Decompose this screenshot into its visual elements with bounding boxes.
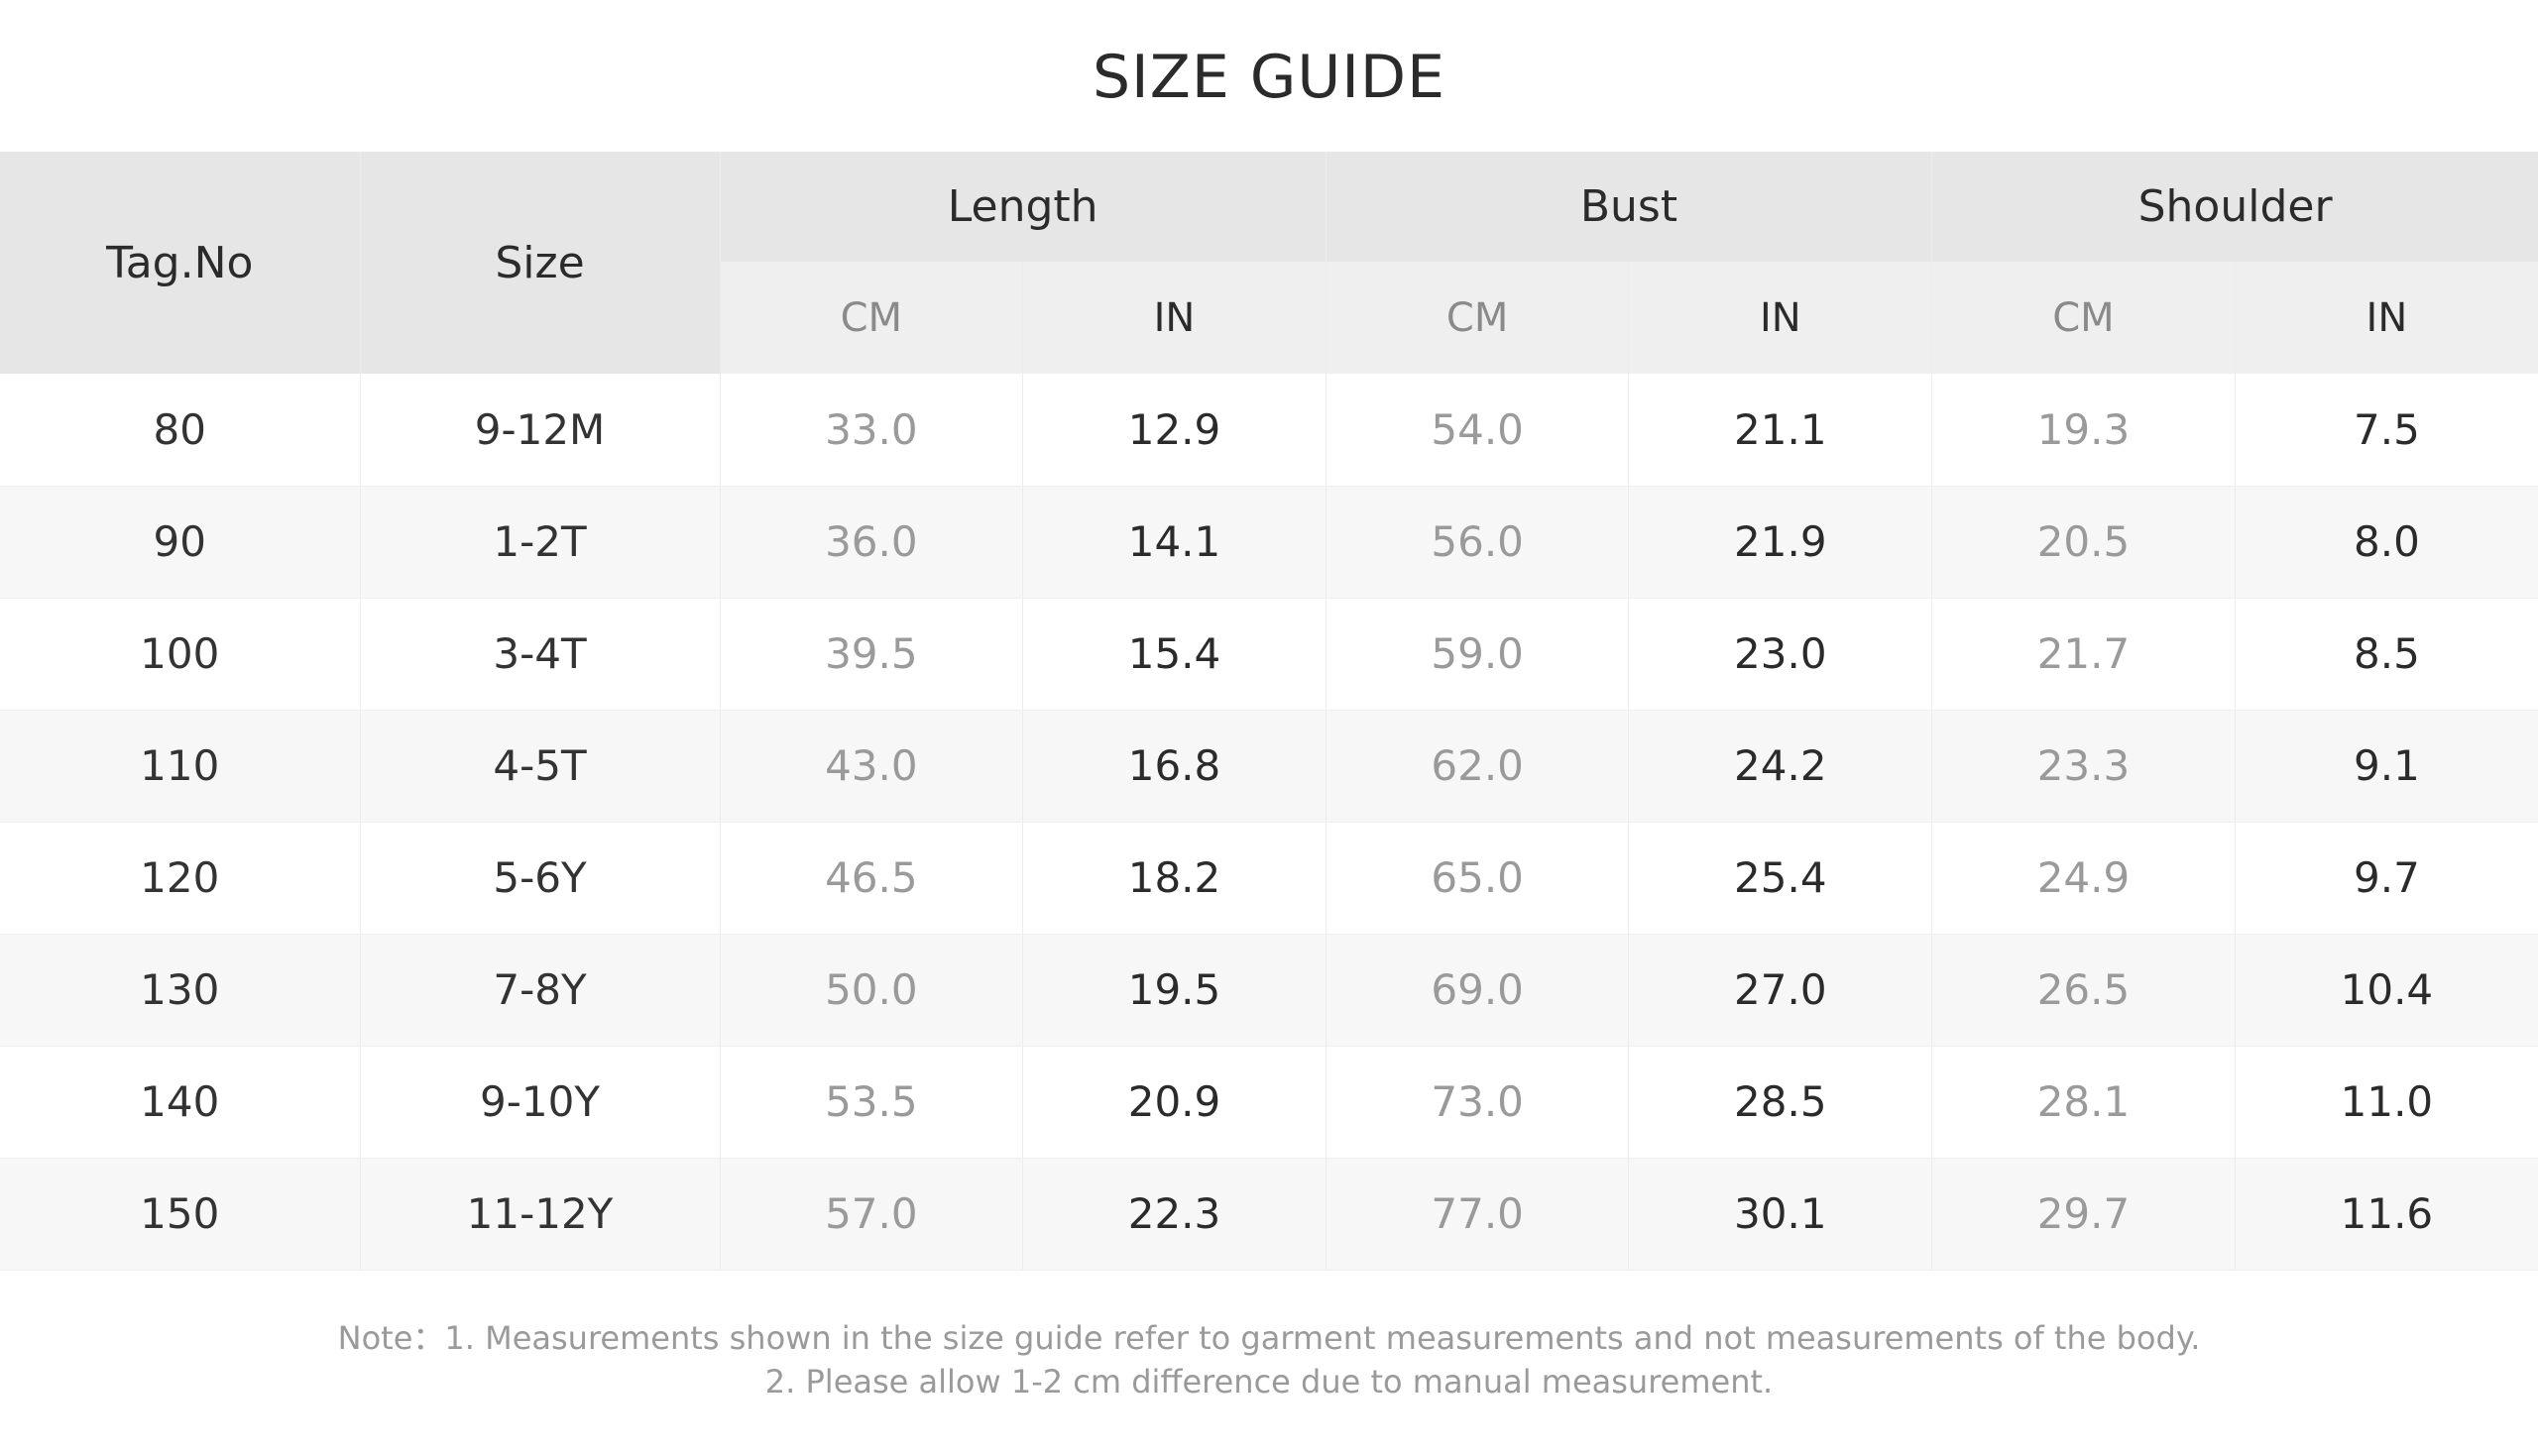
header-shoulder: Shoulder — [1931, 152, 2538, 262]
length-cm-cell: 46.5 — [720, 822, 1024, 935]
length-cm-cell: 57.0 — [720, 1158, 1024, 1271]
header-bust-cm: CM — [1326, 262, 1630, 374]
shoulder-cm-cell: 28.1 — [1931, 1046, 2236, 1159]
header-row-groups: Tag.No Size Length Bust Shoulder — [0, 152, 2538, 374]
bust-in-cell: 25.4 — [1628, 822, 1933, 935]
shoulder-in-cell: 8.5 — [2235, 598, 2538, 711]
shoulder-in-cell: 9.7 — [2235, 822, 2538, 935]
size-cell: 3-4T — [360, 598, 721, 711]
note-line-1: Note：1. Measurements shown in the size g… — [337, 1319, 2201, 1357]
shoulder-cm-cell: 29.7 — [1931, 1158, 2236, 1271]
table-row: 150 11-12Y 57.0 22.3 77.0 30.1 29.7 11.6 — [0, 1158, 2538, 1271]
length-cm-cell: 36.0 — [720, 486, 1024, 599]
header-length-in: IN — [1022, 262, 1327, 374]
header-length: Length — [720, 152, 1327, 262]
bust-cm-cell: 56.0 — [1326, 486, 1630, 599]
tag-cell: 90 — [0, 486, 361, 599]
size-cell: 1-2T — [360, 486, 721, 599]
bust-in-cell: 28.5 — [1628, 1046, 1933, 1159]
table-row: 90 1-2T 36.0 14.1 56.0 21.9 20.5 8.0 — [0, 486, 2538, 599]
length-in-cell: 18.2 — [1022, 822, 1327, 935]
header-size: Size — [360, 152, 721, 374]
length-in-cell: 15.4 — [1022, 598, 1327, 711]
bust-cm-cell: 77.0 — [1326, 1158, 1630, 1271]
bust-in-cell: 21.1 — [1628, 374, 1933, 487]
bust-in-cell: 27.0 — [1628, 934, 1933, 1047]
length-cm-cell: 33.0 — [720, 374, 1024, 487]
shoulder-in-cell: 11.6 — [2235, 1158, 2538, 1271]
length-cm-cell: 43.0 — [720, 710, 1024, 823]
shoulder-in-cell: 11.0 — [2235, 1046, 2538, 1159]
shoulder-in-cell: 9.1 — [2235, 710, 2538, 823]
size-cell: 4-5T — [360, 710, 721, 823]
shoulder-cm-cell: 19.3 — [1931, 374, 2236, 487]
size-cell: 11-12Y — [360, 1158, 721, 1271]
bust-cm-cell: 73.0 — [1326, 1046, 1630, 1159]
measurement-note: Note：1. Measurements shown in the size g… — [0, 1316, 2538, 1403]
length-in-cell: 16.8 — [1022, 710, 1327, 823]
tag-cell: 100 — [0, 598, 361, 711]
page-title: SIZE GUIDE — [1092, 43, 1446, 112]
bust-in-cell: 23.0 — [1628, 598, 1933, 711]
table-row: 130 7-8Y 50.0 19.5 69.0 27.0 26.5 10.4 — [0, 934, 2538, 1047]
size-cell: 5-6Y — [360, 822, 721, 935]
tag-cell: 130 — [0, 934, 361, 1047]
table-row: 120 5-6Y 46.5 18.2 65.0 25.4 24.9 9.7 — [0, 822, 2538, 935]
header-tag-no: Tag.No — [0, 152, 361, 374]
shoulder-cm-cell: 24.9 — [1931, 822, 2236, 935]
shoulder-cm-cell: 20.5 — [1931, 486, 2236, 599]
bust-in-cell: 30.1 — [1628, 1158, 1933, 1271]
header-length-cm: CM — [720, 262, 1024, 374]
length-in-cell: 22.3 — [1022, 1158, 1327, 1271]
bust-cm-cell: 69.0 — [1326, 934, 1630, 1047]
bust-cm-cell: 54.0 — [1326, 374, 1630, 487]
length-in-cell: 20.9 — [1022, 1046, 1327, 1159]
table-row: 110 4-5T 43.0 16.8 62.0 24.2 23.3 9.1 — [0, 710, 2538, 823]
table-header: Tag.No Size Length Bust Shoulder CM IN C… — [0, 152, 2538, 374]
header-shoulder-in: IN — [2235, 262, 2538, 374]
length-in-cell: 14.1 — [1022, 486, 1327, 599]
header-bust-in: IN — [1628, 262, 1933, 374]
length-cm-cell: 53.5 — [720, 1046, 1024, 1159]
header-bust: Bust — [1326, 152, 1933, 262]
tag-cell: 120 — [0, 822, 361, 935]
length-in-cell: 12.9 — [1022, 374, 1327, 487]
tag-cell: 150 — [0, 1158, 361, 1271]
tag-cell: 110 — [0, 710, 361, 823]
shoulder-in-cell: 10.4 — [2235, 934, 2538, 1047]
bust-in-cell: 24.2 — [1628, 710, 1933, 823]
shoulder-in-cell: 7.5 — [2235, 374, 2538, 487]
size-cell: 7-8Y — [360, 934, 721, 1047]
size-cell: 9-10Y — [360, 1046, 721, 1159]
shoulder-cm-cell: 26.5 — [1931, 934, 2236, 1047]
bust-in-cell: 21.9 — [1628, 486, 1933, 599]
length-cm-cell: 50.0 — [720, 934, 1024, 1047]
shoulder-cm-cell: 21.7 — [1931, 598, 2236, 711]
size-cell: 9-12M — [360, 374, 721, 487]
table-body: 80 9-12M 33.0 12.9 54.0 21.1 19.3 7.5 90… — [0, 374, 2538, 1271]
table-row: 140 9-10Y 53.5 20.9 73.0 28.5 28.1 11.0 — [0, 1046, 2538, 1159]
note-line-2: 2. Please allow 1-2 cm difference due to… — [764, 1363, 1774, 1400]
shoulder-in-cell: 8.0 — [2235, 486, 2538, 599]
tag-cell: 80 — [0, 374, 361, 487]
size-guide-table: Tag.No Size Length Bust Shoulder CM IN C… — [0, 152, 2538, 1271]
shoulder-cm-cell: 23.3 — [1931, 710, 2236, 823]
tag-cell: 140 — [0, 1046, 361, 1159]
bust-cm-cell: 59.0 — [1326, 598, 1630, 711]
bust-cm-cell: 62.0 — [1326, 710, 1630, 823]
length-in-cell: 19.5 — [1022, 934, 1327, 1047]
header-shoulder-cm: CM — [1931, 262, 2236, 374]
table-row: 80 9-12M 33.0 12.9 54.0 21.1 19.3 7.5 — [0, 374, 2538, 487]
bust-cm-cell: 65.0 — [1326, 822, 1630, 935]
header-row-units: CM IN CM IN CM IN — [0, 262, 2538, 374]
length-cm-cell: 39.5 — [720, 598, 1024, 711]
table-row: 100 3-4T 39.5 15.4 59.0 23.0 21.7 8.5 — [0, 598, 2538, 711]
